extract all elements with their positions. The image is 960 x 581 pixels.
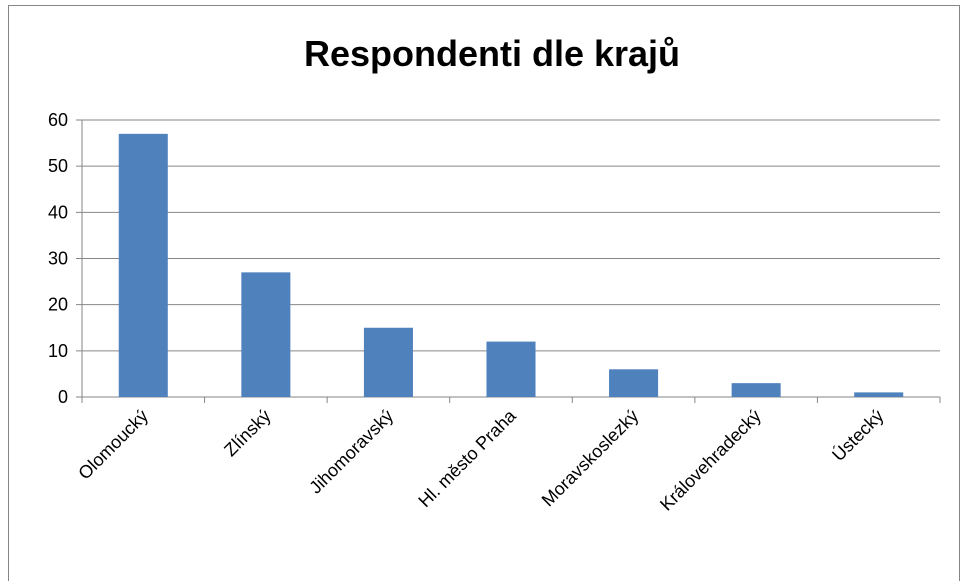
y-tick-label: 30 — [48, 249, 68, 269]
y-tick-label: 60 — [48, 110, 68, 130]
y-tick-label: 10 — [48, 341, 68, 361]
y-tick-label: 40 — [48, 202, 68, 222]
bar — [118, 133, 168, 397]
bar — [854, 392, 904, 397]
y-tick-label: 50 — [48, 156, 68, 176]
bar — [731, 383, 781, 397]
bar — [241, 272, 291, 397]
bar — [486, 341, 536, 397]
y-tick-label: 20 — [48, 295, 68, 315]
bar — [609, 369, 659, 397]
bar — [363, 327, 413, 397]
y-tick-label: 0 — [58, 387, 68, 407]
chart-title: Respondenti dle krajů — [304, 33, 680, 74]
